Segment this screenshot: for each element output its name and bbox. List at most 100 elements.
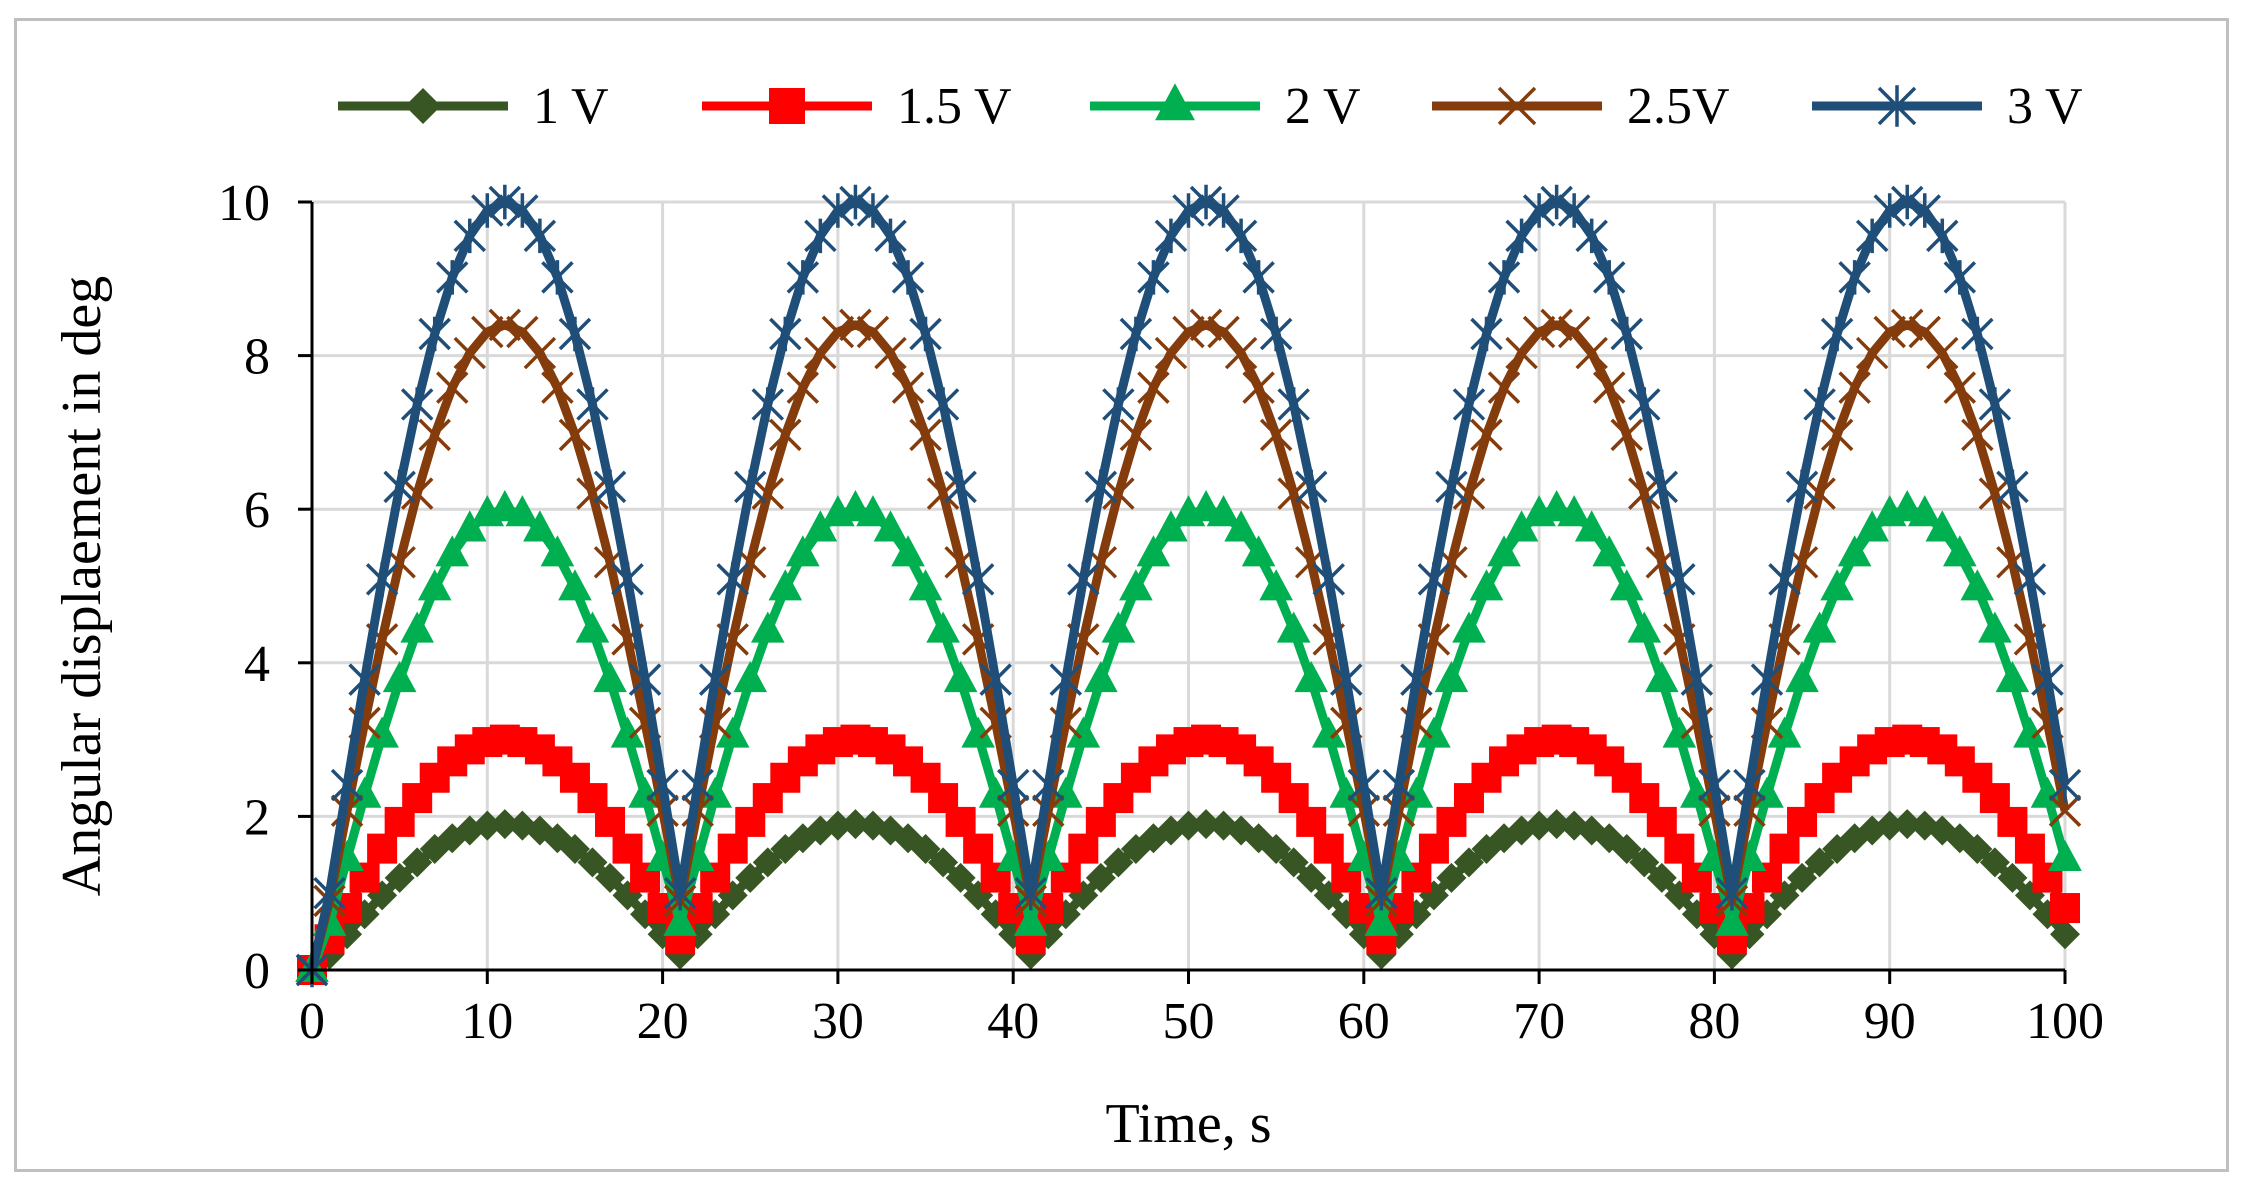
x-tick-label: 0	[299, 993, 325, 1050]
data-point	[1296, 806, 1327, 837]
data-point	[1365, 875, 1398, 911]
y-tick-label: 0	[244, 943, 270, 1000]
data-point	[1979, 847, 2010, 878]
data-point	[1628, 477, 1661, 510]
data-point	[400, 387, 434, 422]
data-point	[1645, 469, 1679, 505]
data-point	[1172, 315, 1205, 349]
data-point	[365, 562, 399, 597]
data-point	[961, 716, 995, 748]
data-point	[330, 767, 364, 803]
data-point	[1470, 418, 1503, 452]
data-point	[436, 371, 469, 404]
data-point	[1206, 495, 1241, 527]
data-point	[1610, 418, 1643, 452]
data-point	[2048, 767, 2082, 803]
data-point	[1838, 371, 1871, 404]
data-point	[489, 809, 520, 840]
data-point	[1680, 662, 1714, 697]
data-point	[541, 371, 574, 404]
data-point	[926, 611, 960, 643]
data-point	[1487, 260, 1521, 295]
data-point	[681, 767, 714, 803]
data-point	[821, 193, 855, 228]
data-point	[1084, 469, 1118, 505]
data-point	[1119, 569, 1153, 601]
data-point	[1628, 387, 1661, 422]
legend-marker	[1497, 86, 1537, 126]
data-point	[1855, 336, 1889, 370]
data-point	[1874, 810, 1905, 841]
data-point	[313, 875, 346, 911]
data-point	[593, 660, 627, 693]
data-point	[1733, 767, 1766, 803]
data-point	[1417, 562, 1451, 597]
data-point	[1364, 904, 1399, 936]
x-tick-label: 70	[1513, 993, 1565, 1050]
data-point	[593, 469, 627, 505]
data-point	[1136, 535, 1171, 567]
data-point	[1978, 611, 2012, 643]
data-point	[1997, 806, 2028, 837]
data-point	[541, 260, 574, 295]
data-point	[1592, 371, 1626, 404]
data-point	[717, 833, 748, 864]
data-point	[908, 569, 943, 601]
legend-entry: 2.5V	[1432, 78, 1730, 135]
x-axis-title: Time, s	[1105, 1093, 1271, 1155]
data-point	[453, 336, 487, 370]
data-point	[1259, 418, 1293, 452]
data-point	[1629, 847, 1660, 878]
data-point	[365, 716, 399, 748]
data-point	[402, 847, 433, 878]
data-point	[910, 834, 941, 865]
data-point	[1014, 875, 1047, 911]
data-point	[646, 767, 679, 803]
data-point	[523, 510, 557, 542]
data-point	[1837, 535, 1872, 567]
data-point	[1524, 810, 1555, 841]
data-point	[1154, 218, 1188, 254]
data-point	[1873, 193, 1906, 228]
data-point	[558, 316, 592, 352]
data-point	[540, 535, 575, 567]
data-point	[505, 495, 540, 527]
data-point	[1995, 660, 2030, 693]
data-point	[1715, 904, 1749, 936]
data-point	[1453, 847, 1484, 878]
data-point	[452, 510, 487, 542]
data-point	[909, 316, 942, 352]
data-point	[750, 611, 785, 643]
data-point	[1434, 660, 1469, 693]
data-point	[1224, 218, 1258, 254]
data-point	[751, 387, 785, 422]
data-point	[1907, 495, 1942, 527]
data-point	[769, 316, 802, 352]
data-point	[873, 510, 908, 542]
data-point	[944, 469, 977, 505]
data-point	[559, 834, 590, 865]
data-point	[1961, 316, 1994, 352]
series-3v	[295, 184, 2082, 988]
legend-label: 3 V	[2007, 78, 2083, 135]
x-tick-label: 40	[987, 993, 1039, 1050]
legend-label: 1 V	[533, 78, 609, 135]
data-point	[1400, 662, 1433, 697]
data-point	[612, 833, 643, 864]
x-tick-label: 50	[1163, 993, 1215, 1050]
data-point	[1804, 847, 1835, 878]
data-point	[1890, 308, 1924, 342]
data-point	[1609, 569, 1644, 601]
data-point	[1470, 316, 1503, 352]
data-point	[1436, 862, 1467, 893]
data-point	[453, 218, 487, 254]
data-point	[1224, 510, 1258, 542]
data-point	[1996, 469, 2029, 505]
data-point	[1505, 218, 1538, 254]
data-point	[2048, 794, 2082, 828]
data-point	[1207, 315, 1240, 349]
legend-marker	[1877, 85, 1917, 127]
data-point	[963, 833, 994, 864]
data-point	[471, 193, 504, 228]
data-point	[874, 218, 907, 254]
